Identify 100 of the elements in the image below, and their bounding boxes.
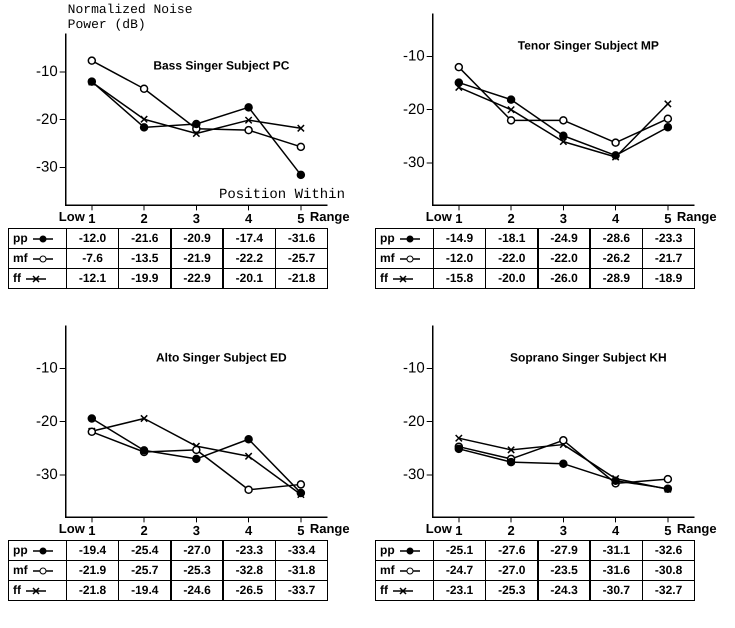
data-label: -25.3 xyxy=(498,583,526,597)
data-label: -31.8 xyxy=(288,563,316,577)
data-label: -15.8 xyxy=(446,271,474,285)
x-tick-label: 5 xyxy=(297,522,304,538)
data-label: -18.9 xyxy=(654,271,682,285)
x-tick-label: 4 xyxy=(244,522,253,538)
data-label: -21.8 xyxy=(78,583,106,597)
data-label: -20.1 xyxy=(236,271,264,285)
data-label: -19.4 xyxy=(78,543,106,557)
data-label: -22.9 xyxy=(183,271,211,285)
text: Range xyxy=(310,521,350,536)
y-tick-label: -30 xyxy=(36,466,58,484)
data-label: -26.5 xyxy=(236,583,264,597)
y-tick-label: -20 xyxy=(36,412,58,430)
data-label: -21.9 xyxy=(183,251,211,265)
text: Low xyxy=(426,521,453,536)
data-label: -25.3 xyxy=(183,563,211,577)
data-label: -30.7 xyxy=(602,583,630,597)
x-tick-label: 3 xyxy=(192,210,200,226)
legend-label: mf xyxy=(380,563,395,577)
legend-label: pp xyxy=(380,231,395,245)
data-label: -33.4 xyxy=(288,543,316,557)
x-tick-label: 2 xyxy=(140,210,148,226)
y-tick-label: -30 xyxy=(402,154,425,172)
text: Soprano Singer Subject KH xyxy=(510,350,667,364)
y-tick-label: -20 xyxy=(402,100,425,118)
data-label: -21.9 xyxy=(78,563,106,577)
y-tick-label: -30 xyxy=(402,466,425,484)
data-label: -27.6 xyxy=(498,543,526,557)
x-tick-label: 2 xyxy=(507,522,515,538)
y-tick-label: -30 xyxy=(36,158,58,176)
data-label: -27.9 xyxy=(550,543,578,557)
data-label: -26.2 xyxy=(602,251,630,265)
data-label: -25.7 xyxy=(131,563,158,577)
data-label: -23.3 xyxy=(654,231,682,245)
legend-label: mf xyxy=(13,563,28,577)
data-label: -31.6 xyxy=(288,231,316,245)
x-tick-label: 1 xyxy=(455,210,462,226)
x-tick-label: 5 xyxy=(297,210,304,226)
data-label: -28.9 xyxy=(602,271,630,285)
data-label: -24.7 xyxy=(446,563,474,577)
data-label: -31.6 xyxy=(602,563,630,577)
data-label: -20.0 xyxy=(498,271,526,285)
y-tick-label: -10 xyxy=(402,360,425,377)
data-label: -24.3 xyxy=(550,583,578,597)
text: Low xyxy=(58,521,86,536)
text: Range xyxy=(676,209,717,224)
data-label: -13.5 xyxy=(131,251,158,265)
data-label: -21.6 xyxy=(131,231,158,245)
x-tick-label: 3 xyxy=(192,522,200,538)
x-tick-label: 4 xyxy=(612,210,620,226)
legend-label: mf xyxy=(380,251,395,265)
text: Range xyxy=(310,209,350,224)
text: Bass Singer Subject PC xyxy=(153,58,290,72)
data-label: -17.4 xyxy=(236,231,264,245)
data-label: -26.0 xyxy=(550,271,578,285)
text: Low xyxy=(426,209,453,224)
data-label: -18.1 xyxy=(498,231,526,245)
y-tick-label: -10 xyxy=(36,360,58,377)
data-label: -32.7 xyxy=(654,583,682,597)
x-tick-label: 5 xyxy=(664,210,672,226)
text: Tenor Singer Subject MP xyxy=(518,38,659,52)
legend-label: pp xyxy=(13,543,28,557)
data-label: -25.4 xyxy=(131,543,158,557)
x-tick-label: 4 xyxy=(244,210,253,226)
data-label: -12.0 xyxy=(78,231,106,245)
x-axis-title: Position Within xyxy=(218,187,345,204)
data-label: -27.0 xyxy=(183,543,211,557)
data-label: -22.0 xyxy=(498,251,526,265)
data-label: -19.9 xyxy=(131,271,158,285)
data-label: -20.9 xyxy=(183,231,211,245)
legend-label: ff xyxy=(13,583,21,597)
x-tick-label: 1 xyxy=(88,210,96,226)
x-tick-label: 1 xyxy=(88,522,96,538)
data-label: -19.4 xyxy=(131,583,158,597)
data-label: -27.0 xyxy=(498,563,526,577)
data-label: -32.6 xyxy=(654,543,682,557)
data-label: -7.6 xyxy=(82,251,103,265)
data-label: -30.8 xyxy=(654,563,682,577)
text: Range xyxy=(676,521,717,536)
x-tick-label: 4 xyxy=(612,522,620,538)
y-tick-label: -10 xyxy=(36,63,58,80)
data-label: -32.8 xyxy=(236,563,264,577)
y-tick-label: -20 xyxy=(36,110,58,128)
y-axis-title: Normalized Noise Power (dB) xyxy=(68,2,193,32)
legend-label: ff xyxy=(13,271,21,285)
data-label: -14.9 xyxy=(446,231,474,245)
data-label: -24.9 xyxy=(550,231,578,245)
x-tick-label: 3 xyxy=(560,522,567,538)
data-label: -23.5 xyxy=(550,563,578,577)
legend-label: pp xyxy=(13,231,28,245)
text: Low xyxy=(58,209,86,224)
y-tick-label: -20 xyxy=(402,412,425,430)
data-label: -28.6 xyxy=(602,231,630,245)
data-label: -24.6 xyxy=(183,583,211,597)
data-label: -25.7 xyxy=(288,251,316,265)
legend-label: mf xyxy=(13,251,28,265)
x-tick-label: 3 xyxy=(560,210,567,226)
data-label: -25.1 xyxy=(446,543,474,557)
data-label: -12.0 xyxy=(446,251,474,265)
